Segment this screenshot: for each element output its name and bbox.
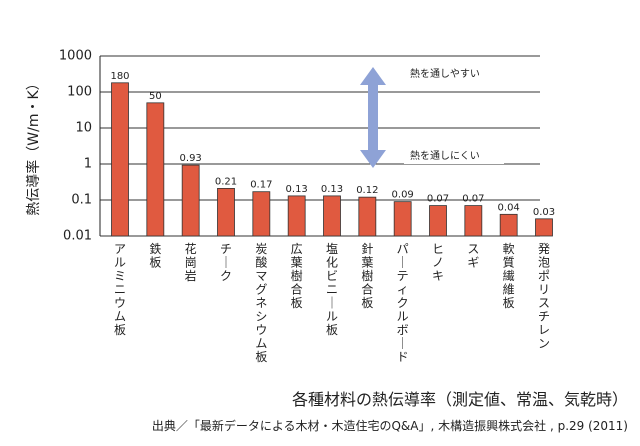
y-tick-label: 100 — [67, 85, 92, 100]
bar-4 — [252, 191, 271, 237]
bar-8 — [393, 201, 412, 237]
double-arrow-icon — [360, 67, 386, 168]
bar-9 — [429, 205, 447, 237]
category-label: チ｜ク — [220, 242, 232, 283]
data-label: 0.21 — [215, 176, 237, 187]
conductivity-arrow — [360, 67, 386, 168]
y-tick-label: 1000 — [59, 49, 92, 64]
category-label: パ｜ティクルボ｜ド — [397, 242, 409, 364]
data-label: 180 — [110, 71, 129, 82]
category-label: スギ — [467, 242, 479, 270]
data-label: 0.07 — [462, 194, 484, 205]
annotation-insulates-heat: 熱を通しにくい — [410, 149, 480, 162]
bar-7 — [358, 196, 377, 237]
chart-caption: 各種材料の熱伝導率（測定値、常温、気乾時） — [291, 390, 628, 409]
data-label: 0.93 — [180, 153, 202, 164]
category-label: アルミニウム板 — [114, 242, 126, 337]
y-axis-label: 熱伝導率（W/m・K） — [25, 76, 42, 215]
category-label: 花崗岩 — [185, 241, 197, 283]
bar-6 — [323, 195, 341, 237]
category-label: 軟質繊維板 — [503, 241, 515, 310]
bar-10 — [464, 205, 483, 237]
bar-3 — [217, 188, 235, 237]
bar-11 — [499, 213, 518, 237]
data-label: 0.04 — [498, 202, 520, 213]
y-tick-label: 1 — [84, 157, 92, 172]
bar-0 — [111, 82, 129, 237]
bar-5 — [287, 195, 306, 237]
annotation-conducts-heat: 熱を通しやすい — [410, 67, 480, 80]
bar-1 — [146, 102, 165, 237]
category-label: 発泡ポリスチレン — [538, 242, 550, 351]
bar-2 — [181, 164, 200, 237]
gridlines — [100, 55, 540, 237]
category-label: 広葉樹合板 — [291, 242, 303, 310]
data-label: 0.12 — [356, 185, 378, 196]
data-labels: 180 50 0.93 0.21 0.17 0.13 0.13 0.12 0.09 0.07 0.0… — [110, 71, 555, 218]
data-label: 0.17 — [250, 180, 272, 191]
source-citation: 出典／「最新データによる木材・木造住宅のQ&A」, 木構造振興株式会社 , p.… — [151, 419, 628, 433]
category-label: 針葉樹合板 — [361, 241, 373, 310]
data-label: 0.09 — [392, 190, 414, 201]
bar-12 — [535, 218, 553, 237]
annotation-bottom-box — [404, 147, 504, 164]
data-label: 50 — [149, 91, 162, 102]
data-label: 0.13 — [286, 184, 308, 195]
data-label: 0.03 — [533, 207, 555, 218]
data-label: 0.13 — [321, 184, 343, 195]
category-label: ヒノキ — [432, 242, 444, 283]
bars — [111, 82, 553, 237]
annotation-top: 熱を通しやすい — [404, 65, 504, 82]
y-tick-label: 10 — [75, 121, 92, 136]
annotation-bottom: 熱を通しにくい — [404, 147, 504, 164]
category-label: 鉄板 — [149, 241, 161, 270]
category-labels: アルミニウム板 鉄板 花崗岩 チ｜ク 炭酸マグネシウム板 広葉樹合板 塩化ビニ｜ル板 針葉樹合… — [114, 241, 550, 364]
category-label: 塩化ビニ｜ル板 — [326, 241, 338, 337]
annotation-top-box — [404, 65, 504, 82]
category-label: 炭酸マグネシウム板 — [255, 242, 267, 364]
y-axis-ticks: 1000 100 10 1 0.1 0.01 — [59, 49, 92, 244]
y-tick-label: 0.1 — [71, 193, 92, 208]
thermal-conductivity-chart: 1000 100 10 1 0.1 0.01 熱伝導率（W/m・K） 熱を通しやすい 熱を… — [25, 49, 555, 365]
data-label: 0.07 — [427, 194, 449, 205]
y-tick-label: 0.01 — [63, 229, 92, 244]
